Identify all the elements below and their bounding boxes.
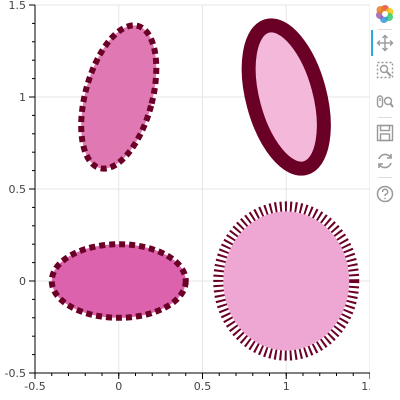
x-tick-label: 1 xyxy=(283,380,290,393)
ellipse-outline-dashed xyxy=(78,22,160,172)
pan-tool-icon[interactable] xyxy=(373,31,397,55)
ellipse-fill xyxy=(81,25,157,169)
active-tool-indicator xyxy=(371,30,373,56)
ellipse-outline-thick xyxy=(241,18,331,176)
y-tick-label: 1 xyxy=(19,91,26,104)
x-tick-label: -0.5 xyxy=(24,380,45,393)
help-tool-icon[interactable] xyxy=(373,182,397,206)
bokeh-logo-icon[interactable] xyxy=(373,2,397,26)
ellipse-outline-ticks xyxy=(213,201,360,361)
plot-area[interactable]: -0.5 0 0.5 1 1.5 -0.5 0 0.5 1 1.5 xyxy=(0,0,370,400)
ellipse-outline-dashed xyxy=(48,241,189,321)
glyphs xyxy=(48,18,360,361)
box-zoom-tool-icon[interactable] xyxy=(373,58,397,82)
toolbar-separator xyxy=(378,117,392,118)
y-tick-label: 0.5 xyxy=(9,183,27,196)
ellipse-glyph-3 xyxy=(48,241,189,321)
y-tick-label: 0 xyxy=(19,275,26,288)
reset-tool-icon[interactable] xyxy=(373,149,397,173)
ellipse-glyph-1 xyxy=(78,22,160,172)
axes: -0.5 0 0.5 1 1.5 -0.5 0 0.5 1 1.5 xyxy=(5,0,370,393)
x-tick-label: 1.5 xyxy=(361,380,370,393)
ellipse-glyph-4 xyxy=(213,201,360,361)
y-tick-label: 1.5 xyxy=(9,0,27,12)
toolbar-separator xyxy=(378,29,392,30)
ellipse-fill xyxy=(223,211,350,351)
toolbar xyxy=(369,0,400,400)
save-tool-icon[interactable] xyxy=(373,121,397,145)
ellipse-fill xyxy=(51,244,186,318)
x-tick-label: 0.5 xyxy=(194,380,212,393)
toolbar-separator xyxy=(378,177,392,178)
y-tick-label: -0.5 xyxy=(5,367,26,380)
x-tick-label: 0 xyxy=(115,380,122,393)
ellipse-glyph-2 xyxy=(241,18,331,176)
wheel-zoom-tool-icon[interactable] xyxy=(373,90,397,114)
